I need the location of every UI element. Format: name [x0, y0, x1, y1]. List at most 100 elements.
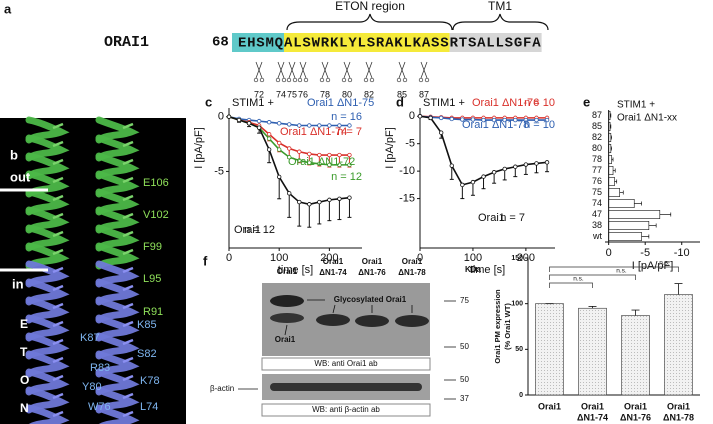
side-chain — [52, 194, 64, 202]
cut-mark — [319, 77, 325, 83]
y-tick-label: 0 — [409, 110, 415, 122]
lane-label: Orai1 — [277, 267, 298, 276]
series-label: Orai1 ΔN1-74 — [280, 126, 347, 138]
helix — [95, 368, 140, 396]
point — [297, 123, 302, 128]
helix — [95, 224, 140, 252]
band — [395, 315, 429, 327]
side-chain — [122, 392, 134, 400]
x-tick-label: -10 — [674, 247, 690, 259]
point — [246, 121, 252, 126]
cut-site: 72 — [254, 89, 264, 99]
helix — [95, 386, 140, 414]
helix — [25, 404, 70, 424]
side-chain — [52, 212, 64, 220]
point — [347, 123, 352, 128]
cut-site: 78 — [320, 89, 330, 99]
bar — [664, 294, 693, 396]
cut-mark — [292, 77, 298, 83]
point — [460, 182, 465, 188]
arrow — [284, 324, 288, 336]
helix — [95, 116, 140, 144]
annotation: n.s. — [616, 268, 627, 275]
point — [438, 115, 444, 121]
y-tick-label: -10 — [399, 165, 415, 177]
point — [327, 162, 332, 168]
side-chain — [52, 122, 64, 130]
n-label: n = 16 — [331, 111, 362, 123]
point — [417, 114, 423, 119]
helix — [25, 332, 70, 360]
helix — [25, 242, 70, 270]
y-tick-label: 82 — [592, 132, 602, 142]
residue-label: L95 — [143, 273, 161, 285]
cut-site: 76 — [298, 89, 308, 99]
helix — [95, 188, 140, 216]
helix — [95, 350, 140, 378]
point — [307, 151, 312, 157]
helix — [25, 260, 70, 288]
side-label: in — [12, 276, 24, 291]
helix — [95, 170, 140, 198]
lane-label: Orai1 — [402, 257, 423, 266]
residue-label: W76 — [88, 401, 111, 413]
panel-label: e — [583, 94, 590, 109]
x-tick-label: ΔN1-74 — [577, 412, 608, 422]
point — [276, 147, 282, 152]
y-tick-label: 87 — [592, 110, 602, 120]
bar — [608, 221, 650, 230]
sequence-box — [284, 33, 450, 52]
panel-label: f — [203, 253, 208, 268]
panel-label: a — [4, 1, 12, 16]
side-chain — [52, 248, 64, 256]
residue-label: V102 — [143, 209, 169, 221]
x-tick-label: Orai1 — [581, 401, 604, 411]
point — [236, 117, 242, 123]
x-tick-label: 0 — [226, 252, 232, 264]
cut-mark — [398, 61, 406, 79]
x-tick-label: 0 — [417, 252, 423, 264]
helix — [95, 314, 140, 342]
point — [470, 117, 476, 122]
side-chain — [52, 266, 64, 274]
side-chain — [52, 392, 64, 400]
n-label: n = 12 — [331, 171, 362, 183]
region-label: TM1 — [488, 0, 512, 13]
point — [307, 202, 312, 207]
point — [327, 123, 332, 128]
band — [270, 295, 304, 307]
protein-name: ORAI1 — [104, 34, 149, 51]
point — [276, 121, 282, 126]
point — [337, 152, 342, 158]
helix — [95, 152, 140, 180]
band-label: β-actin — [210, 384, 234, 393]
point — [317, 123, 322, 128]
y-tick-label: 85 — [592, 121, 602, 131]
mw-marker: 75 — [460, 296, 469, 305]
side-chain — [52, 158, 64, 166]
eton-letter: O — [20, 373, 29, 387]
cut-mark — [402, 77, 408, 83]
cut-mark — [369, 77, 375, 83]
point — [428, 115, 433, 121]
x-tick-label: 0 — [606, 247, 612, 259]
y-axis-label: I [pA/pF] — [384, 127, 396, 169]
point — [544, 160, 550, 165]
point — [491, 170, 497, 175]
helix — [95, 134, 140, 162]
y-tick-label: 76 — [592, 176, 602, 186]
helix — [25, 278, 70, 306]
mw-marker: 50 — [460, 375, 469, 384]
point — [347, 162, 352, 168]
side-chain — [122, 356, 134, 364]
x-tick-label: ΔN1-78 — [663, 412, 694, 422]
subtitle: STIM1 + — [232, 97, 274, 109]
brace — [286, 13, 453, 31]
x-tick-label: 100 — [270, 252, 288, 264]
y-tick-label: 80 — [592, 143, 602, 153]
x-axis-label: I [pA/pF] — [632, 260, 674, 272]
y-tick-label: -5 — [214, 165, 224, 177]
arrow — [307, 299, 413, 314]
point — [266, 132, 272, 137]
lane-label: Orai1 — [323, 257, 344, 266]
